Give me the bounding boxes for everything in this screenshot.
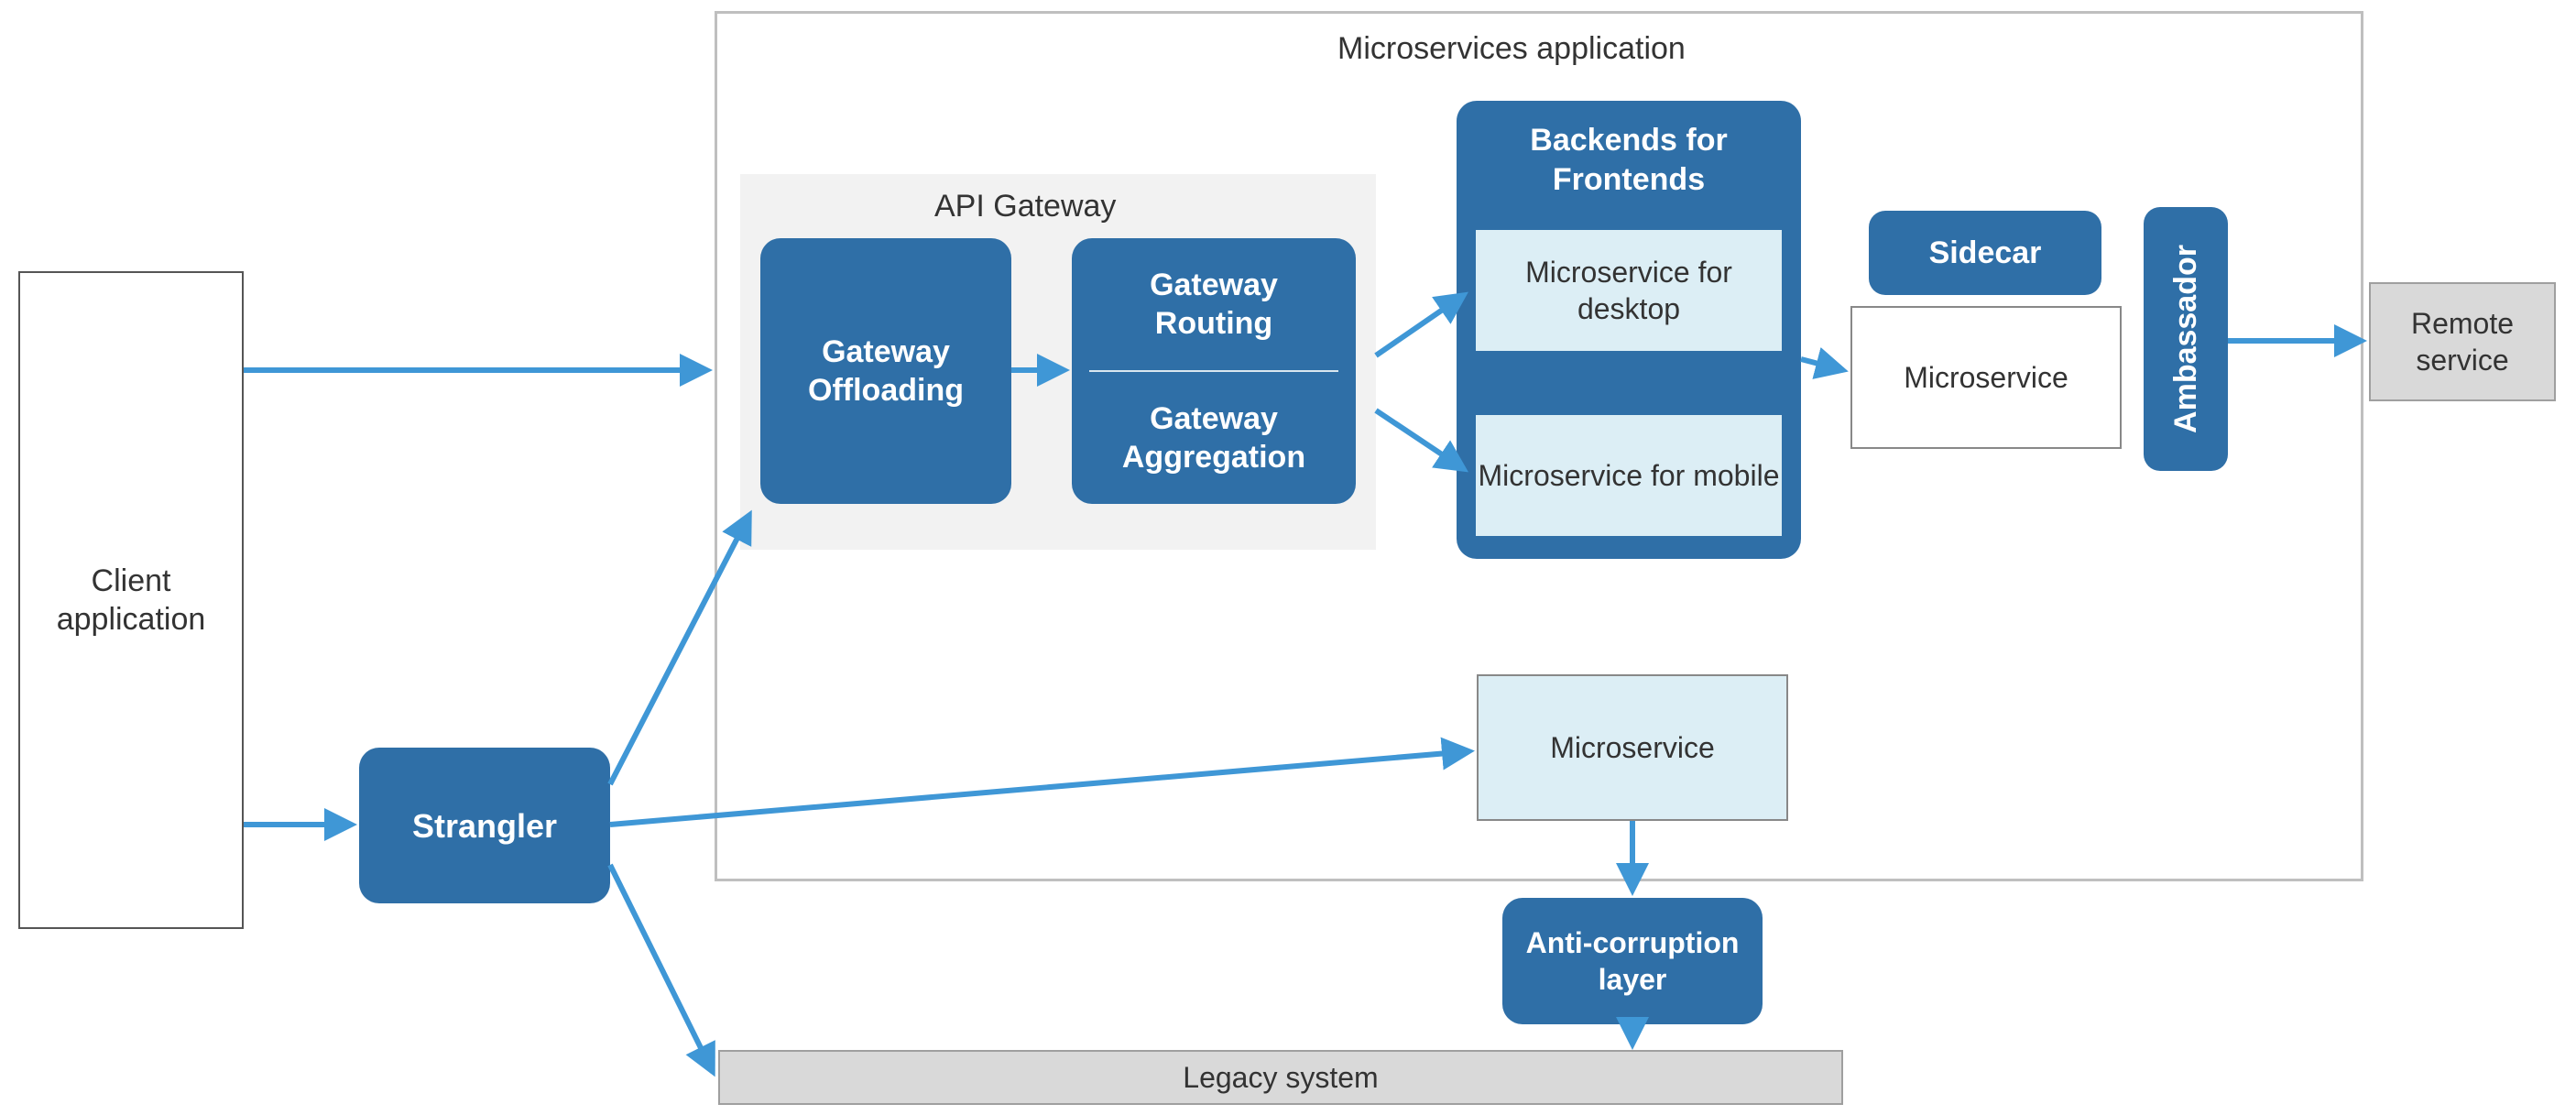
microservice-low-label: Microservice — [1550, 729, 1715, 766]
gateway-aggregation-label: Gateway Aggregation — [1089, 399, 1339, 477]
ms-mobile-node: Microservice for mobile — [1473, 412, 1785, 539]
ms-desktop-label: Microservice for desktop — [1476, 254, 1782, 327]
ambassador-label: Ambassador — [2167, 245, 2206, 433]
microservices-container-label: Microservices application — [1337, 31, 1686, 67]
gateway-offloading-node: Gateway Offloading — [760, 238, 1011, 504]
acl-label: Anti-corruption layer — [1502, 924, 1763, 998]
microservice-mid-label: Microservice — [1904, 359, 2068, 396]
strangler-node: Strangler — [359, 748, 610, 903]
api-gateway-label: API Gateway — [934, 189, 1116, 224]
acl-node: Anti-corruption layer — [1502, 898, 1763, 1024]
gateway-routing-node: Gateway Routing — [1089, 238, 1339, 372]
legacy-label: Legacy system — [1183, 1059, 1378, 1096]
gateway-routing-label: Gateway Routing — [1089, 266, 1339, 344]
remote-service-node: Remote service — [2369, 282, 2556, 401]
legacy-node: Legacy system — [718, 1050, 1843, 1105]
sidecar-node: Sidecar — [1869, 211, 2101, 295]
remote-service-label: Remote service — [2371, 305, 2554, 378]
gateway-aggregation-node: Gateway Aggregation — [1089, 372, 1339, 504]
gateway-routing-aggregation: Gateway Routing Gateway Aggregation — [1072, 238, 1356, 504]
client-label: Client application — [20, 562, 242, 639]
sidecar-label: Sidecar — [1929, 234, 2042, 273]
microservice-low-node: Microservice — [1477, 674, 1788, 821]
strangler-label: Strangler — [412, 805, 557, 847]
ms-desktop-node: Microservice for desktop — [1473, 227, 1785, 354]
ambassador-node: Ambassador — [2144, 207, 2228, 471]
ms-mobile-label: Microservice for mobile — [1479, 457, 1780, 494]
gateway-offloading-label: Gateway Offloading — [760, 333, 1011, 410]
bff-label: Backends for Frontends — [1457, 121, 1801, 199]
microservice-mid-node: Microservice — [1850, 306, 2122, 449]
client-application: Client application — [18, 271, 244, 929]
